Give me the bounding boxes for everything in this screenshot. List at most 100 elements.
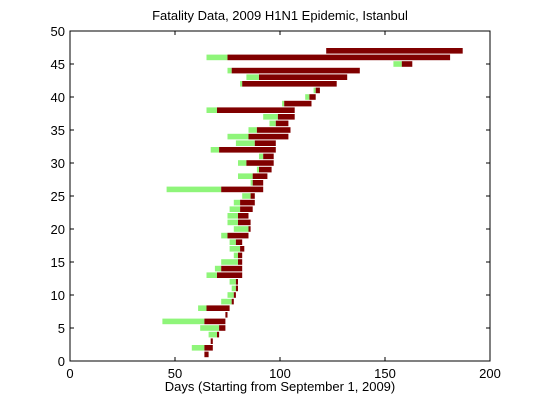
bars-layer xyxy=(162,48,463,358)
bar-segment-light-30-0 xyxy=(238,160,247,166)
bar-segment-light-23-0 xyxy=(229,206,241,212)
bar-segment-dark-41-1 xyxy=(315,87,320,94)
bar-segment-dark-26-1 xyxy=(221,186,264,193)
y-tick-label-35: 35 xyxy=(51,123,65,138)
bar-segment-light-13-0 xyxy=(206,272,217,278)
bar-segment-light-17-0 xyxy=(229,246,241,252)
bar-segment-dark-14-1 xyxy=(221,265,243,272)
bar-segment-dark-18-1 xyxy=(235,239,243,245)
bar-segment-light-12-0 xyxy=(229,279,236,285)
bar-segment-dark-35-1 xyxy=(256,127,291,133)
bar-segment-dark-12-1 xyxy=(235,279,238,285)
y-tick-label-20: 20 xyxy=(51,222,65,237)
plot-frame xyxy=(69,30,491,362)
bar-segment-light-25-0 xyxy=(242,193,251,199)
bar-segment-dark-17-1 xyxy=(240,246,245,252)
bar-segment-dark-15-1 xyxy=(238,259,243,265)
x-tick-label-150: 150 xyxy=(374,366,396,381)
y-tick-label-40: 40 xyxy=(51,90,65,105)
bar-segment-light-15-0 xyxy=(221,259,238,265)
bar-segment-light-44-0 xyxy=(227,67,232,74)
bar-segment-light-46-0 xyxy=(206,54,228,61)
bar-segment-dark-27-1 xyxy=(252,180,264,186)
bar-segment-light-2-0 xyxy=(191,345,205,351)
bar-segment-light-41-0 xyxy=(313,87,316,94)
bar-segment-light-31-0 xyxy=(259,153,264,160)
bar-segment-dark-20-1 xyxy=(248,226,251,232)
bar-segment-dark-43-1 xyxy=(259,74,348,80)
ticks-layer: 0 50 100 150 200 0 5 10 15 20 25 30 35 40 45 50 xyxy=(51,24,501,381)
bar-segment-dark-21-1 xyxy=(238,219,251,226)
bar-segment-dark-11-1 xyxy=(235,285,238,292)
bar-segment-light-45-0 xyxy=(393,61,402,67)
y-tick-label-25: 25 xyxy=(51,189,65,204)
bar-segment-light-40-0 xyxy=(305,94,310,100)
bar-segment-light-5-0 xyxy=(200,325,220,331)
bar-segment-dark-42-1 xyxy=(242,81,337,87)
bar-segment-dark-47-0 xyxy=(326,48,463,54)
bar-segment-light-8-0 xyxy=(198,305,207,311)
bar-segment-light-26-0 xyxy=(166,186,222,193)
bar-segment-light-21-0 xyxy=(227,219,238,226)
bar-segment-dark-4-1 xyxy=(217,331,220,338)
bar-segment-dark-9-1 xyxy=(231,298,234,305)
bar-segment-dark-29-1 xyxy=(259,166,272,173)
bar-segment-light-38-0 xyxy=(206,107,217,113)
bar-segment-light-20-0 xyxy=(233,226,249,232)
bar-segment-light-11-0 xyxy=(231,285,236,292)
y-tick-label-15: 15 xyxy=(51,255,65,270)
bar-segment-light-4-0 xyxy=(208,331,217,338)
x-tick-label-200: 200 xyxy=(479,366,501,381)
bar-segment-dark-39-1 xyxy=(284,100,312,107)
bar-segment-dark-40-1 xyxy=(309,94,316,100)
bar-segment-dark-16-1 xyxy=(238,252,243,259)
bar-segment-light-22-0 xyxy=(227,213,238,219)
bar-segment-light-36-0 xyxy=(269,120,276,127)
bar-segment-dark-44-1 xyxy=(231,67,360,74)
bar-segment-light-28-0 xyxy=(238,173,253,179)
x-tick-label-100: 100 xyxy=(269,366,291,381)
bar-segment-light-39-0 xyxy=(282,100,285,107)
bar-segment-dark-45-1 xyxy=(401,61,413,67)
bar-segment-light-35-0 xyxy=(248,127,257,133)
bar-segment-dark-38-1 xyxy=(217,107,295,113)
y-tick-label-30: 30 xyxy=(51,156,65,171)
bar-segment-dark-32-1 xyxy=(219,147,276,153)
bar-segment-dark-36-1 xyxy=(275,120,289,127)
bar-segment-light-10-0 xyxy=(227,292,234,298)
bar-segment-light-27-0 xyxy=(250,180,253,186)
bar-segment-dark-13-1 xyxy=(217,272,243,278)
x-axis-label: Days (Starting from September 1, 2009) xyxy=(165,379,396,394)
bar-segment-light-29-0 xyxy=(256,166,259,173)
bar-segment-light-43-0 xyxy=(246,74,259,80)
bar-segment-light-37-0 xyxy=(263,114,278,120)
bar-segment-dark-3-0 xyxy=(210,338,213,344)
bar-segment-light-16-0 xyxy=(233,252,238,259)
bar-segment-light-42-0 xyxy=(240,81,243,87)
bar-segment-light-6-0 xyxy=(162,318,205,325)
y-tick-label-10: 10 xyxy=(51,288,65,303)
bar-segment-dark-10-1 xyxy=(233,292,236,298)
y-tick-label-0: 0 xyxy=(58,354,65,369)
bar-segment-dark-23-1 xyxy=(240,206,253,212)
bar-segment-dark-5-1 xyxy=(219,325,226,331)
bar-segment-light-14-0 xyxy=(214,265,222,272)
bar-segment-dark-28-1 xyxy=(252,173,268,179)
bar-segment-dark-25-1 xyxy=(250,193,255,199)
y-tick-label-50: 50 xyxy=(51,24,65,39)
y-tick-label-45: 45 xyxy=(51,57,65,72)
bar-segment-light-9-0 xyxy=(221,298,232,305)
bar-segment-dark-37-1 xyxy=(277,114,295,120)
bar-segment-dark-22-1 xyxy=(238,213,249,219)
x-tick-label-50: 50 xyxy=(168,366,182,381)
bar-segment-dark-24-1 xyxy=(240,199,255,206)
bar-segment-light-24-0 xyxy=(233,199,241,206)
bar-segment-dark-46-1 xyxy=(227,54,451,61)
bar-segment-dark-8-1 xyxy=(206,305,230,311)
bar-segment-light-34-0 xyxy=(227,133,249,140)
bar-segment-dark-31-1 xyxy=(263,153,274,160)
bar-segment-dark-2-1 xyxy=(204,345,213,351)
chart-title: Fatality Data, 2009 H1N1 Epidemic, Istan… xyxy=(152,8,408,23)
bar-segment-dark-7-0 xyxy=(225,312,228,318)
